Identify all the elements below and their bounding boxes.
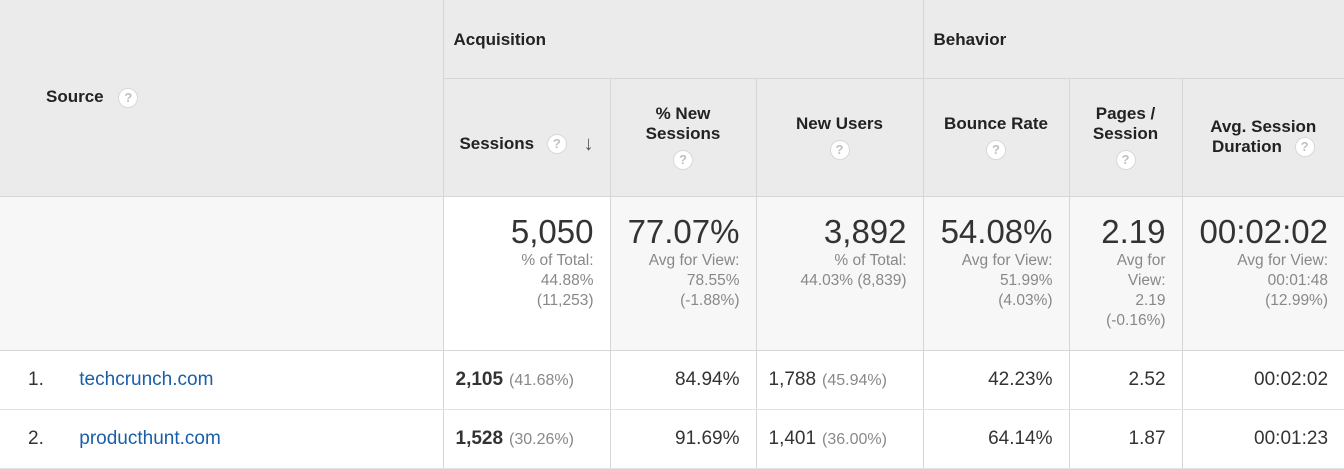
sort-descending-icon[interactable]: ↓ <box>583 133 594 156</box>
pages-session-total-sub-3: 2.19 <box>1135 291 1166 309</box>
row-index: 2. <box>28 427 44 449</box>
new-users-total-sub-1: % of Total: <box>834 251 907 269</box>
source-link[interactable]: techcrunch.com <box>79 368 214 390</box>
pct-new-sessions-total-sub-3: (-1.88%) <box>680 291 740 309</box>
pages-session-total-cell: 2.19 Avg for View: 2.19 (-0.16%) <box>1068 196 1183 351</box>
pct-new-sessions-column-header[interactable]: % New Sessions ? <box>609 78 756 197</box>
new-users-percent: (36.00%) <box>822 430 887 448</box>
sessions-value: 2,105 <box>455 368 504 390</box>
avg-session-duration-label-line1: Avg. Session <box>1210 116 1317 136</box>
pct-new-sessions-cell: 84.94% <box>609 350 756 410</box>
bounce-rate-total-sub-2: 51.99% <box>999 271 1053 289</box>
pct-new-sessions-label-line1: % New <box>655 104 711 123</box>
bounce-rate-total-cell: 54.08% Avg for View: 51.99% (4.03%) <box>922 196 1070 351</box>
pages-session-cell: 1.87 <box>1068 409 1183 469</box>
source-cell: 2. producthunt.com <box>0 409 443 469</box>
sessions-total-value: 5,050 <box>510 212 594 250</box>
help-icon[interactable]: ? <box>1115 150 1136 170</box>
totals-row: 5,050 % of Total: 44.88% (11,253) 77.07%… <box>0 196 1344 351</box>
pct-new-sessions-total-value: 77.07% <box>627 212 740 250</box>
acquisition-group-header: Acquisition <box>442 0 924 79</box>
new-users-total-value: 3,892 <box>823 212 907 250</box>
new-users-cell: 1,788 (45.94%) <box>755 350 924 410</box>
avg-session-duration-label-line2-wrap: Duration ? <box>1183 137 1344 158</box>
new-users-value: 1,788 <box>768 368 817 390</box>
avg-session-duration-total-sub-2: 00:01:48 <box>1267 271 1329 289</box>
pages-session-total-sub-2: View: <box>1127 271 1166 289</box>
sessions-cell: 2,105 (41.68%) <box>442 350 610 410</box>
pages-session-total-sub-4: (-0.16%) <box>1106 311 1166 329</box>
help-icon[interactable]: ? <box>118 88 139 108</box>
help-icon[interactable]: ? <box>673 150 693 170</box>
avg-session-duration-cell: 00:01:23 <box>1181 409 1344 469</box>
new-users-total-cell: 3,892 % of Total: 44.03% (8,839) <box>755 196 924 351</box>
avg-session-duration-total-value: 00:02:02 <box>1199 212 1329 250</box>
source-cell: 1. techcrunch.com <box>0 350 443 410</box>
help-icon[interactable]: ? <box>1294 137 1315 158</box>
sessions-total-sub-3: (11,253) <box>536 291 594 309</box>
bounce-rate-cell: 42.23% <box>922 350 1070 410</box>
sessions-value: 1,528 <box>455 427 504 449</box>
new-users-cell: 1,401 (36.00%) <box>755 409 924 469</box>
source-header-label: Source <box>46 87 104 107</box>
sessions-total-cell: 5,050 % of Total: 44.88% (11,253) <box>442 196 610 351</box>
pages-session-column-header[interactable]: Pages / Session ? <box>1068 78 1183 197</box>
avg-session-duration-total-sub-1: Avg for View: <box>1237 251 1329 269</box>
totals-source-cell <box>0 196 443 351</box>
sessions-percent: (30.26%) <box>509 430 574 448</box>
new-users-column-header[interactable]: New Users ? <box>755 78 924 197</box>
pct-new-sessions-label-line2: Sessions <box>645 124 721 143</box>
pct-new-sessions-cell: 91.69% <box>609 409 756 469</box>
new-users-percent: (45.94%) <box>822 371 887 389</box>
sessions-total-sub-2: 44.88% <box>540 271 594 289</box>
table-row: 2. producthunt.com 1,528 (30.26%) 91.69% … <box>0 409 1344 469</box>
sessions-cell: 1,528 (30.26%) <box>442 409 610 469</box>
avg-session-duration-column-header[interactable]: Avg. Session Duration ? <box>1181 78 1344 197</box>
avg-session-duration-total-sub-3: (12.99%) <box>1265 291 1329 309</box>
new-users-total-sub-2: 44.03% (8,839) <box>800 271 907 289</box>
avg-session-duration-label-line2: Duration <box>1211 136 1282 156</box>
avg-session-duration-cell: 00:02:02 <box>1181 350 1344 410</box>
sessions-header-label: Sessions <box>459 133 535 153</box>
sessions-percent: (41.68%) <box>509 371 574 389</box>
source-link[interactable]: producthunt.com <box>79 427 221 449</box>
new-users-value: 1,401 <box>768 427 817 449</box>
sessions-column-header[interactable]: Sessions ? ↓ <box>442 78 610 197</box>
help-icon[interactable]: ? <box>986 140 1007 160</box>
pages-session-label-line1: Pages / <box>1095 104 1156 123</box>
bounce-rate-cell: 64.14% <box>922 409 1070 469</box>
help-icon[interactable]: ? <box>546 134 567 155</box>
bounce-rate-total-sub-3: (4.03%) <box>998 291 1053 309</box>
pages-session-cell: 2.52 <box>1068 350 1183 410</box>
new-users-header-label: New Users <box>796 114 883 133</box>
source-column-header[interactable]: Source ? <box>0 0 443 197</box>
sessions-total-sub-1: % of Total: <box>521 251 594 269</box>
help-icon[interactable]: ? <box>829 140 850 160</box>
avg-session-duration-total-cell: 00:02:02 Avg for View: 00:01:48 (12.99%) <box>1181 196 1344 351</box>
bounce-rate-total-value: 54.08% <box>940 212 1053 250</box>
pages-session-total-value: 2.19 <box>1101 212 1166 250</box>
pages-session-total-sub-1: Avg for <box>1116 251 1166 269</box>
pages-session-label-line2: Session <box>1092 124 1159 143</box>
pct-new-sessions-total-sub-1: Avg for View: <box>648 251 740 269</box>
row-index: 1. <box>28 368 44 390</box>
pct-new-sessions-total-sub-2: 78.55% <box>686 271 740 289</box>
bounce-rate-header-label: Bounce Rate <box>944 114 1048 133</box>
bounce-rate-total-sub-1: Avg for View: <box>961 251 1053 269</box>
table-row: 1. techcrunch.com 2,105 (41.68%) 84.94% 1… <box>0 350 1344 410</box>
bounce-rate-column-header[interactable]: Bounce Rate ? <box>922 78 1070 197</box>
behavior-group-header: Behavior <box>922 0 1344 79</box>
pct-new-sessions-total-cell: 77.07% Avg for View: 78.55% (-1.88%) <box>609 196 756 351</box>
